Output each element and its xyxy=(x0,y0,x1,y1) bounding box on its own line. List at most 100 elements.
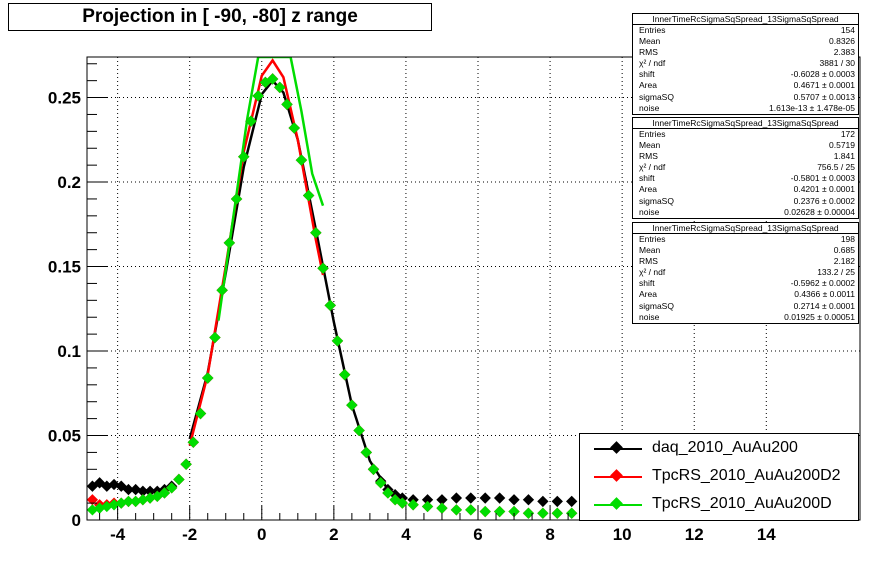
stats-label: RMS xyxy=(639,256,658,267)
data-point xyxy=(551,495,563,508)
data-point xyxy=(421,494,434,506)
x-tick-label: 6 xyxy=(473,525,482,544)
data-point xyxy=(137,485,149,497)
data-point xyxy=(522,494,535,506)
chart-title: Projection in [ -90, -80] z range xyxy=(8,3,432,31)
data-point xyxy=(396,497,408,509)
stats-value: 0.685 xyxy=(833,245,855,256)
stats-header: InnerTimeRcSigmaSqSpread_13SigmaSqSpread xyxy=(633,223,858,234)
legend-marker xyxy=(610,441,623,454)
stats-row: RMS 2.182 xyxy=(633,256,858,267)
stats-label: Area xyxy=(639,184,657,195)
x-tick-label: 14 xyxy=(757,525,776,544)
data-point xyxy=(187,436,199,448)
stats-row: noise 1.613e-13 ± 1.478e-05 xyxy=(633,103,858,114)
stats-row: χ² / ndf 133.2 / 25 xyxy=(633,267,858,278)
stats-row: sigmaSQ 0.2714 ± 0.0001 xyxy=(633,301,858,312)
stats-box-d: InnerTimeRcSigmaSqSpread_13SigmaSqSpread… xyxy=(632,222,859,324)
data-point xyxy=(508,494,520,506)
stats-label: χ² / ndf xyxy=(639,267,666,278)
stats-label: Entries xyxy=(639,25,666,35)
x-tick-label: 10 xyxy=(613,525,632,544)
stats-row: sigmaSQ 0.5707 ± 0.0013 xyxy=(633,92,858,103)
stats-label: shift xyxy=(639,173,655,184)
legend-label: TpcRS_2010_AuAu200D xyxy=(652,495,832,512)
stats-label: Mean xyxy=(639,245,661,256)
legend-entry-d2: TpcRS_2010_AuAu200D2 xyxy=(580,464,858,490)
stats-row: shift -0.6028 ± 0.0003 xyxy=(633,69,858,80)
data-point xyxy=(382,487,394,499)
data-point xyxy=(375,477,387,489)
x-tick-label: 4 xyxy=(401,525,411,544)
stats-label: χ² / ndf xyxy=(639,162,666,173)
stats-value: 1.841 xyxy=(833,151,855,162)
y-tick-label: 0.15 xyxy=(48,258,81,277)
data-point xyxy=(360,446,372,459)
stats-row: Entries 154 xyxy=(633,25,858,36)
data-point xyxy=(223,237,236,249)
data-point xyxy=(302,189,315,202)
data-point xyxy=(144,485,156,497)
stats-value: 0.8326 xyxy=(829,36,855,47)
data-point xyxy=(288,122,300,134)
axes: -4 -2 0 2 4 6 8 10 12 14 0 0.05 0.1 0.15 0.2 0.25 xyxy=(48,63,857,544)
stats-value: 0.5719 xyxy=(829,140,855,151)
stats-label: noise xyxy=(639,311,660,322)
y-tick-label: 0.2 xyxy=(57,173,81,192)
legend-marker xyxy=(610,469,623,482)
data-point xyxy=(537,495,549,508)
stats-label: Area xyxy=(639,289,657,300)
stats-label: sigmaSQ xyxy=(639,300,674,311)
fit-curves xyxy=(188,57,407,501)
stats-value: 154 xyxy=(840,25,855,35)
stats-value: 0.4366 ± 0.0011 xyxy=(794,289,855,300)
data-point xyxy=(367,463,380,475)
stats-value: 0.4671 ± 0.0001 xyxy=(793,80,855,91)
stats-label: RMS xyxy=(639,47,658,58)
stats-label: Mean xyxy=(639,140,661,151)
stats-value: 133.2 / 25 xyxy=(817,267,855,278)
x-tick-label: 8 xyxy=(545,525,554,544)
stats-row: Area 0.4366 ± 0.0011 xyxy=(633,289,858,300)
data-point xyxy=(493,492,506,504)
stats-value: 0.5707 ± 0.0013 xyxy=(793,91,855,102)
stats-label: χ² / ndf xyxy=(639,58,666,69)
data-point xyxy=(216,284,228,296)
stats-value: 0.01925 ± 0.00051 xyxy=(784,311,855,322)
x-tick-label: -2 xyxy=(182,525,197,544)
data-point xyxy=(238,151,250,163)
stats-label: sigmaSQ xyxy=(639,91,674,102)
data-point xyxy=(202,372,214,384)
data-point xyxy=(537,507,549,519)
data-point xyxy=(295,154,308,166)
legend-label: TpcRS_2010_AuAu200D2 xyxy=(652,467,841,484)
data-point xyxy=(551,507,563,519)
data-point xyxy=(346,399,358,411)
stats-row: Mean 0.8326 xyxy=(633,36,858,47)
stats-label: noise xyxy=(639,102,660,113)
stats-value: -0.6028 ± 0.0003 xyxy=(790,69,855,80)
stats-label: Entries xyxy=(639,129,666,139)
stats-row: Entries 198 xyxy=(633,234,858,245)
stats-label: shift xyxy=(639,69,655,80)
y-tick-label: 0 xyxy=(72,511,81,530)
stats-row: Mean 0.5719 xyxy=(633,140,858,151)
x-tick-label: 2 xyxy=(329,525,338,544)
stats-row: χ² / ndf 756.5 / 25 xyxy=(633,162,858,173)
stats-row: Area 0.4201 ± 0.0001 xyxy=(633,184,858,195)
stats-value: 0.02628 ± 0.00004 xyxy=(784,206,855,217)
legend-entry-daq: daq_2010_AuAu200 xyxy=(580,436,858,462)
stats-row: noise 0.02628 ± 0.00004 xyxy=(633,207,858,218)
data-point xyxy=(421,500,434,513)
data-point xyxy=(230,193,243,205)
legend-marker xyxy=(610,497,623,510)
stats-label: Area xyxy=(639,80,657,91)
stats-row: noise 0.01925 ± 0.00051 xyxy=(633,312,858,323)
legend-label: daq_2010_AuAu200 xyxy=(652,439,798,456)
y-tick-label: 0.25 xyxy=(48,89,81,108)
data-point xyxy=(209,331,221,344)
stats-value: 0.2376 ± 0.0002 xyxy=(793,195,855,206)
stats-row: Mean 0.685 xyxy=(633,245,858,256)
stats-value: 756.5 / 25 xyxy=(817,162,855,173)
